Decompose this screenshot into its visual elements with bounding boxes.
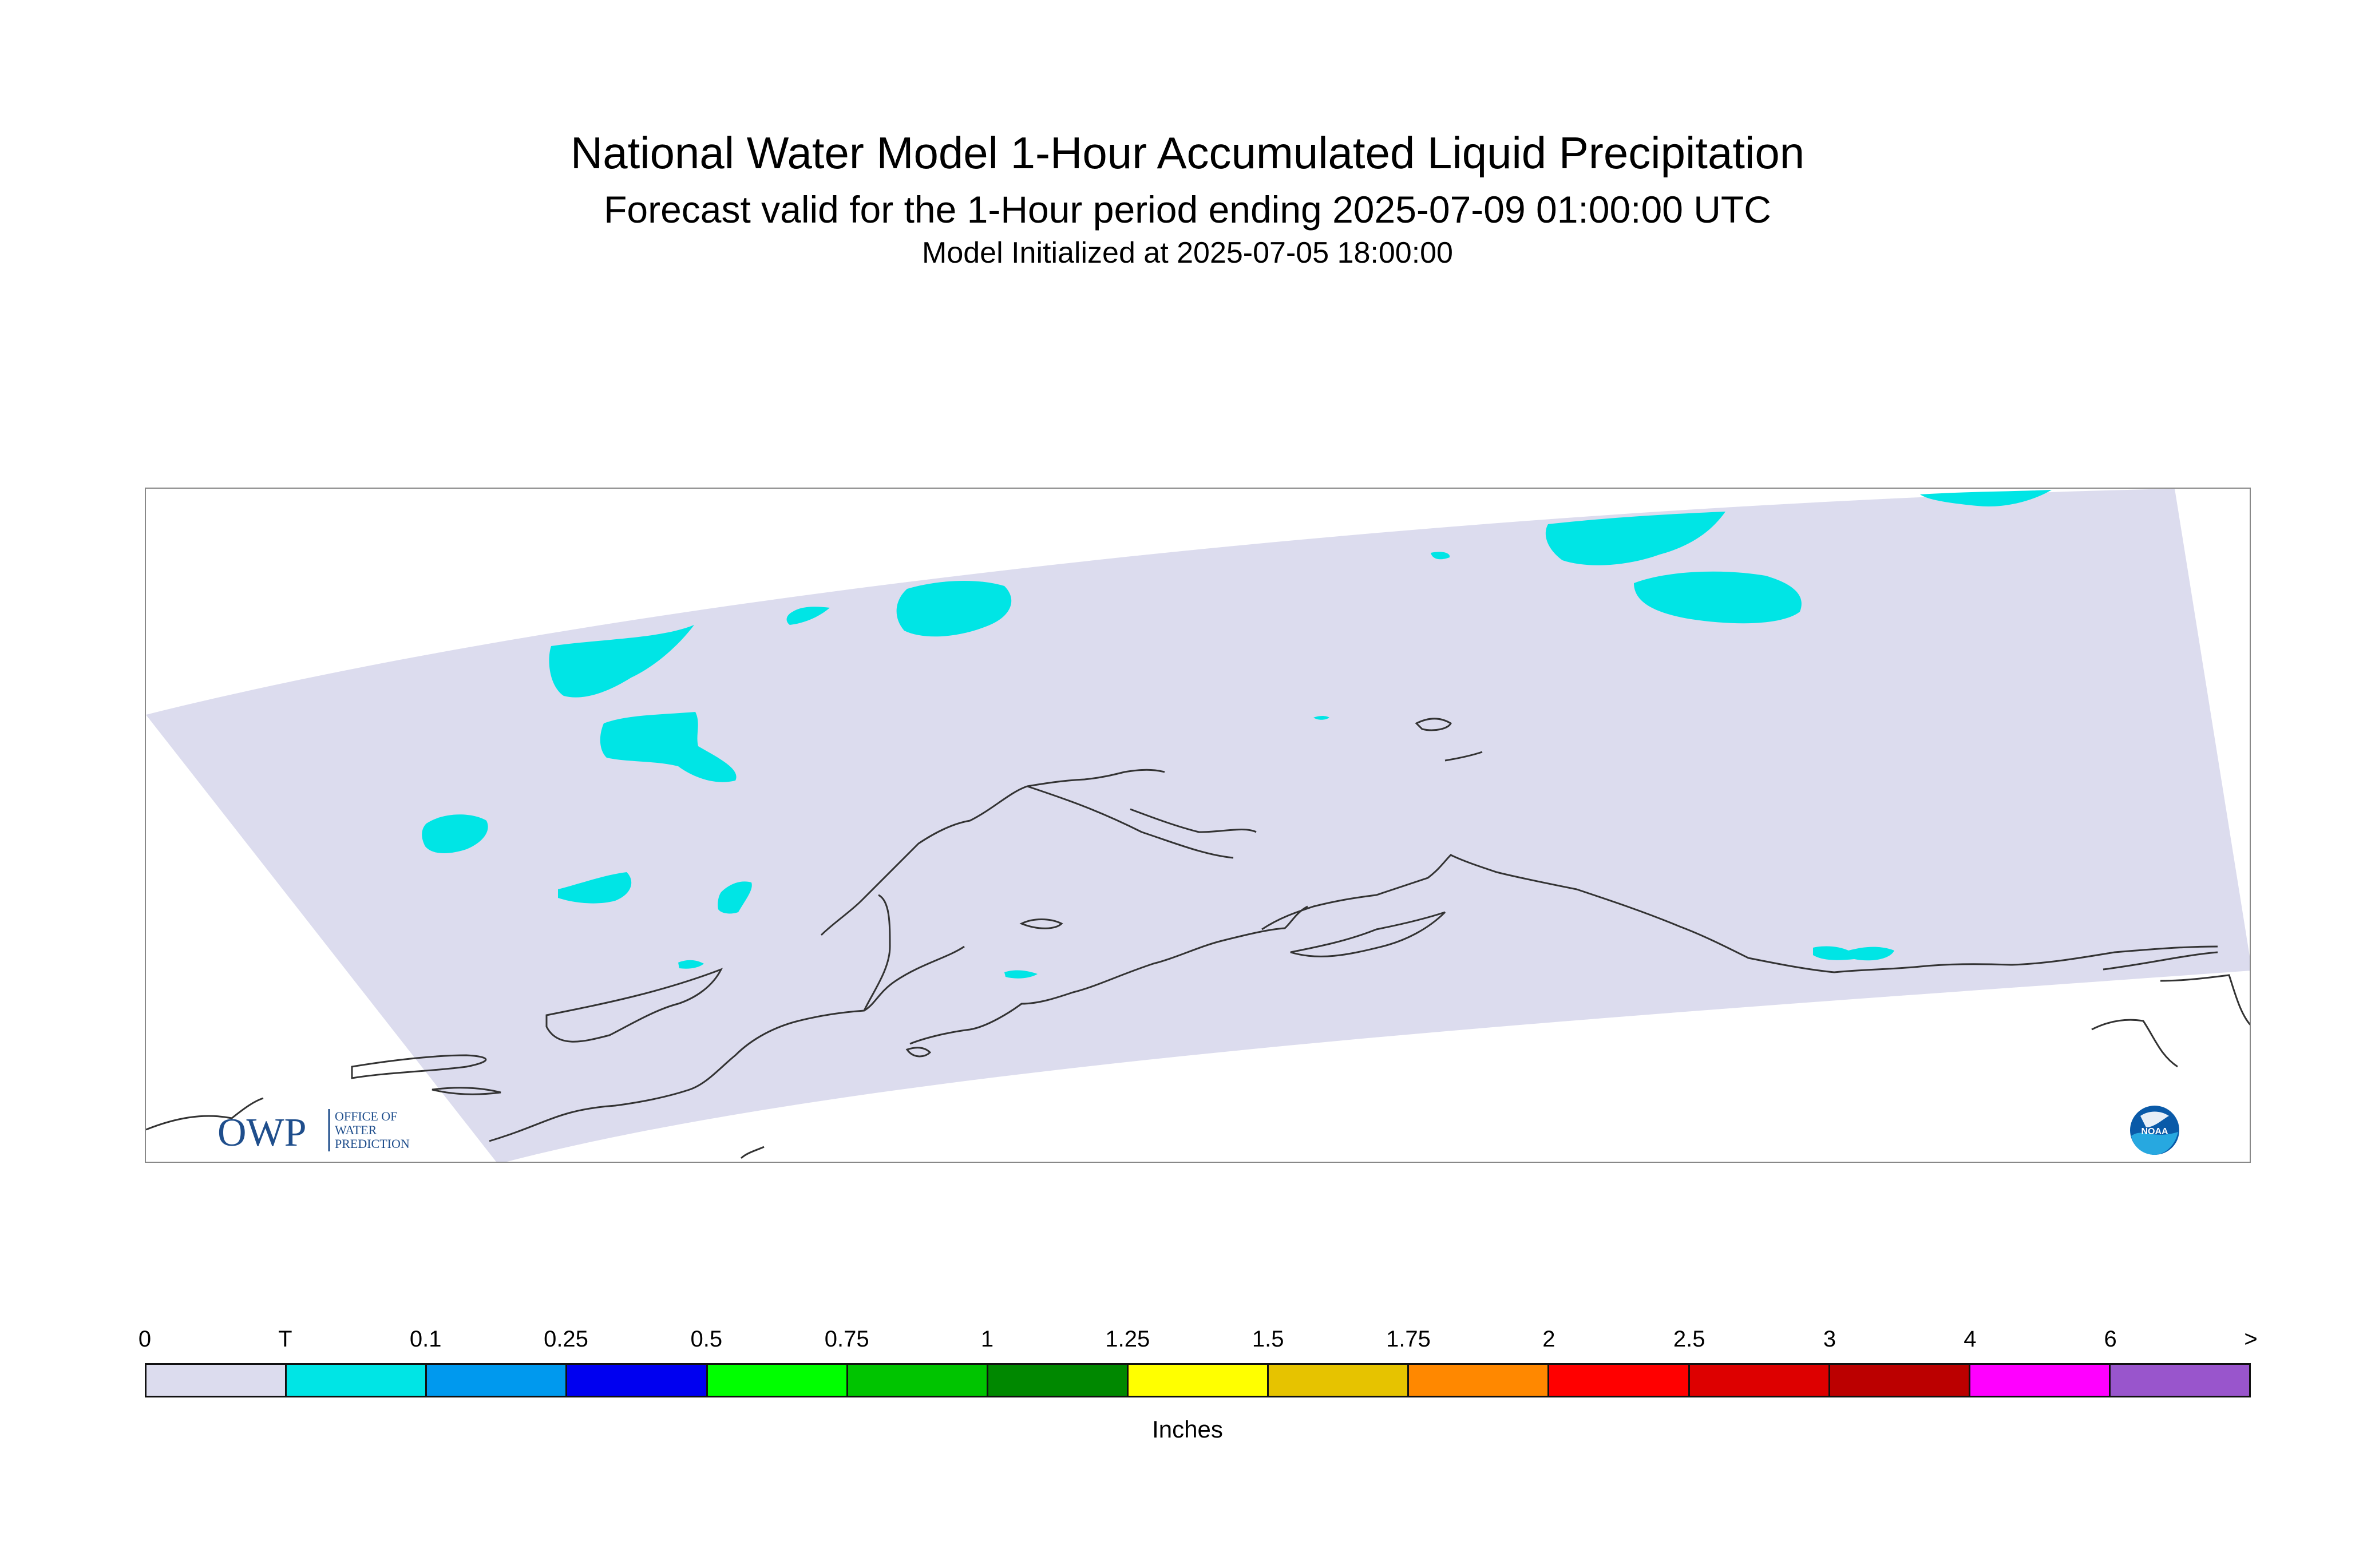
legend-tick-label: 6 bbox=[2104, 1327, 2117, 1352]
precip-area bbox=[1545, 512, 1725, 565]
legend-tick-label: 1.25 bbox=[1105, 1327, 1150, 1352]
legend-swatch bbox=[1549, 1365, 1690, 1396]
coastline bbox=[2011, 945, 2218, 966]
coastline bbox=[740, 1146, 765, 1159]
legend-tick-label: 1 bbox=[980, 1327, 994, 1352]
legend-swatch bbox=[1128, 1365, 1269, 1396]
precip-area bbox=[678, 960, 704, 969]
map-subtitle: Forecast valid for the 1-Hour period end… bbox=[604, 188, 1771, 231]
legend-swatch bbox=[1830, 1365, 1970, 1396]
legend-tick-label: 2 bbox=[1542, 1327, 1555, 1352]
legend-swatch bbox=[1970, 1365, 2111, 1396]
precip-area bbox=[1920, 490, 2052, 506]
coastline bbox=[863, 894, 891, 1011]
legend-swatch bbox=[567, 1365, 708, 1396]
precip-area bbox=[786, 607, 830, 625]
coastline bbox=[820, 769, 1165, 936]
legend-swatch bbox=[988, 1365, 1129, 1396]
coastline bbox=[2091, 1019, 2178, 1068]
precip-area bbox=[1634, 571, 1802, 624]
precip-area bbox=[1004, 970, 1038, 979]
owp-logo: OWP OFFICE OF WATER PREDICTION bbox=[217, 1109, 410, 1155]
precip-area bbox=[422, 814, 488, 853]
coastline bbox=[1130, 808, 1257, 833]
legend-tick-label: 2.5 bbox=[1673, 1327, 1705, 1352]
noaa-logo: NOAA bbox=[2130, 1106, 2179, 1155]
init-time-label: Model Initialized at 2025-07-05 18:00:00 bbox=[922, 236, 1453, 270]
legend-swatch bbox=[427, 1365, 568, 1396]
precip-area bbox=[1431, 552, 1450, 560]
precip-area bbox=[1813, 946, 1894, 961]
coastline bbox=[2103, 951, 2218, 971]
legend-swatch bbox=[2110, 1365, 2250, 1396]
owp-logo-line: OFFICE OF bbox=[335, 1109, 397, 1123]
owp-logo-line: WATER bbox=[335, 1123, 377, 1137]
precip-area bbox=[558, 872, 632, 904]
model-domain bbox=[146, 489, 2250, 1162]
map-panel bbox=[145, 488, 2251, 1163]
coastline bbox=[545, 968, 723, 1043]
precip-area bbox=[718, 881, 752, 914]
coastline bbox=[1415, 718, 1452, 731]
legend-swatch bbox=[1409, 1365, 1550, 1396]
legend-tick-label: 0 bbox=[138, 1327, 152, 1352]
precip-areas bbox=[422, 490, 2052, 979]
precip-area bbox=[549, 625, 694, 698]
owp-logo-line: PREDICTION bbox=[335, 1137, 410, 1151]
coastline bbox=[909, 905, 1308, 1045]
legend-tick-label: 0.75 bbox=[824, 1327, 869, 1352]
legend-tick-label: 3 bbox=[1823, 1327, 1836, 1352]
legend-tick-label: 1.5 bbox=[1252, 1327, 1284, 1352]
legend-tick-label: 0.25 bbox=[544, 1327, 588, 1352]
coastline bbox=[351, 1054, 487, 1079]
coastline bbox=[1027, 785, 1234, 859]
coastline bbox=[146, 1097, 264, 1131]
legend-tick-label: 1.75 bbox=[1386, 1327, 1431, 1352]
legend-unit-label: Inches bbox=[1152, 1416, 1223, 1443]
legend-swatch bbox=[848, 1365, 988, 1396]
legend-tick-label: 0.5 bbox=[690, 1327, 723, 1352]
coastline bbox=[489, 945, 965, 1142]
legend-tick-label: > bbox=[2244, 1327, 2258, 1352]
coastline bbox=[1444, 751, 1483, 762]
alaska-precip-map bbox=[146, 489, 2250, 1162]
legend-swatch bbox=[1689, 1365, 1830, 1396]
legend-swatch bbox=[707, 1365, 848, 1396]
precip-area bbox=[600, 712, 737, 782]
coastline bbox=[432, 1087, 501, 1095]
coastlines bbox=[146, 718, 2250, 1159]
legend-swatch bbox=[287, 1365, 428, 1396]
precip-area bbox=[896, 580, 1012, 637]
precip-area bbox=[1313, 716, 1329, 720]
noaa-logo-text: NOAA bbox=[2141, 1127, 2168, 1137]
map-title: National Water Model 1-Hour Accumulated … bbox=[570, 128, 1805, 178]
legend-swatch bbox=[1269, 1365, 1410, 1396]
legend-tick-label: 0.1 bbox=[409, 1327, 442, 1352]
coastline bbox=[1019, 918, 1063, 929]
coastline bbox=[2160, 974, 2250, 1025]
legend-tick-label: T bbox=[278, 1327, 292, 1352]
precip-legend-bar bbox=[145, 1363, 2251, 1397]
owp-logo-mark: OWP bbox=[217, 1111, 307, 1155]
coastline bbox=[1261, 854, 2012, 973]
legend-tick-label: 4 bbox=[1964, 1327, 1977, 1352]
coastline bbox=[1290, 911, 1446, 957]
legend-swatch bbox=[147, 1365, 287, 1396]
coastline bbox=[905, 1047, 932, 1058]
